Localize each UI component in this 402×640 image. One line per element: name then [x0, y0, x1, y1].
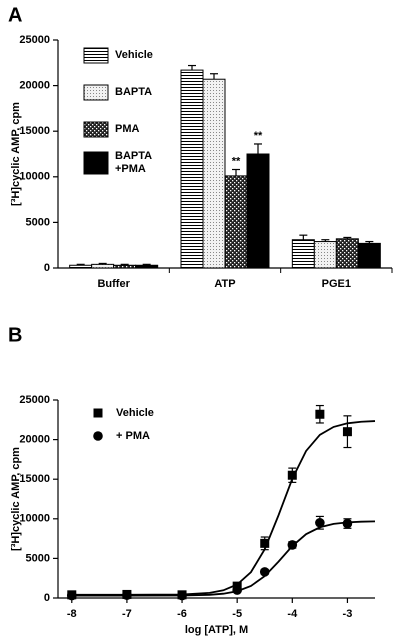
bar	[313, 241, 337, 269]
point	[342, 427, 352, 437]
point	[259, 567, 270, 577]
y-tick-label: 25000	[19, 394, 50, 406]
bar	[202, 78, 226, 269]
y-tick-label: 20000	[19, 80, 50, 92]
point	[177, 590, 187, 601]
panel-label: B	[8, 324, 22, 346]
point	[342, 518, 353, 529]
x-tick-label: Buffer	[97, 278, 130, 290]
bar	[246, 153, 270, 269]
legend-label: Vehicle	[115, 49, 153, 61]
legend-label: Vehicle	[116, 407, 154, 419]
x-tick-label: -5	[232, 608, 242, 620]
legend-label: PMA	[115, 123, 140, 135]
x-axis-label: log [ATP], M	[185, 624, 248, 636]
y-tick-label: 5000	[26, 552, 50, 564]
bar	[335, 238, 359, 269]
y-axis-label: [³H]cyclic AMP, cpm	[10, 447, 22, 551]
fit-curve	[71, 520, 376, 597]
point	[287, 470, 297, 480]
legend-swatch	[83, 84, 109, 101]
fit-curve	[71, 420, 376, 596]
legend-label-box: Vehicle	[115, 49, 153, 61]
point	[122, 590, 132, 601]
y-tick-label: 10000	[19, 513, 50, 525]
y-tick-label: 20000	[19, 434, 50, 446]
legend-label-box: PMA	[115, 123, 140, 135]
legend-swatch	[83, 121, 109, 138]
panel-label: A	[8, 4, 22, 26]
annotation: **	[232, 155, 241, 167]
bar	[357, 242, 381, 269]
bar	[180, 69, 204, 269]
x-tick-label: -8	[67, 608, 77, 620]
bar	[91, 263, 115, 269]
y-tick-label: 5000	[26, 216, 50, 228]
y-tick-label: 15000	[19, 473, 50, 485]
x-tick-label: PGE1	[322, 278, 351, 290]
point	[287, 540, 298, 550]
legend-marker	[93, 431, 103, 441]
bar	[69, 264, 93, 269]
x-tick-label: -7	[122, 608, 132, 620]
point	[66, 590, 77, 601]
legend-label: BAPTA +PMA	[115, 150, 152, 175]
point	[232, 585, 242, 595]
legend-label-box: BAPTA +PMA	[115, 150, 152, 175]
x-tick-label: -3	[343, 608, 353, 620]
y-tick-label: 0	[44, 262, 50, 274]
y-tick-label: 10000	[19, 171, 50, 183]
y-tick-label: 15000	[19, 125, 50, 137]
annotation: **	[254, 130, 263, 142]
y-tick-label: 25000	[19, 34, 50, 46]
bar	[291, 239, 315, 269]
legend-marker	[93, 408, 103, 418]
x-tick-label: -6	[177, 608, 187, 620]
point	[315, 409, 325, 419]
bar	[113, 264, 137, 269]
y-axis-label: [³H]cyclic AMP, cpm	[10, 102, 22, 206]
bar	[135, 264, 159, 269]
x-tick-label: ATP	[214, 278, 235, 290]
point	[315, 517, 325, 528]
bar	[224, 175, 248, 269]
legend-label-box: BAPTA	[115, 86, 153, 98]
legend-label: + PMA	[116, 430, 150, 442]
legend-swatch	[83, 151, 109, 175]
legend-swatch	[83, 47, 109, 64]
point	[260, 538, 270, 548]
y-tick-label: 0	[44, 592, 50, 604]
x-tick-label: -4	[287, 608, 298, 620]
legend-label: BAPTA	[115, 86, 153, 98]
